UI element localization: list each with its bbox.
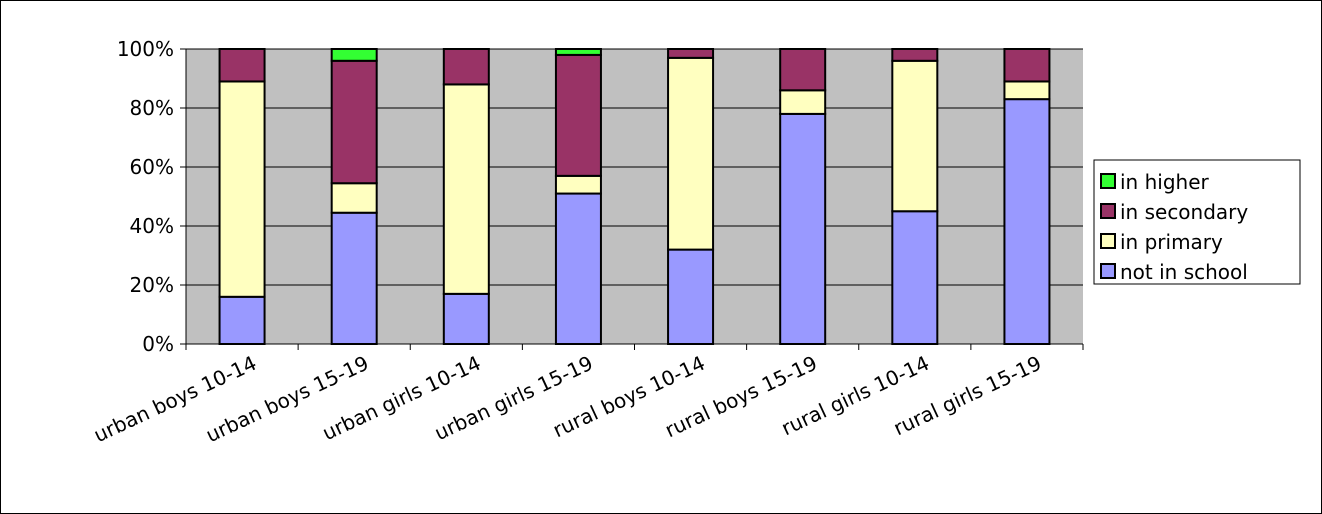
bar-segment-in-secondary xyxy=(779,48,827,92)
legend-box xyxy=(1093,159,1301,285)
bar-segment-in-higher xyxy=(330,48,378,62)
y-tick-label: 40% xyxy=(130,214,174,238)
bar-segment-not-in-school xyxy=(1003,98,1051,346)
bar-segment-in-secondary xyxy=(442,48,490,86)
bar-segment-in-primary xyxy=(779,89,827,115)
bar-segment-in-higher xyxy=(554,48,602,56)
bar-segment-in-secondary xyxy=(330,59,378,185)
legend-label-in-secondary: in secondary xyxy=(1120,200,1248,224)
legend-label-not-in-school: not in school xyxy=(1120,260,1248,284)
legend-swatch-in-secondary xyxy=(1100,203,1116,219)
legend-label-in-primary: in primary xyxy=(1120,230,1223,254)
bar-segment-not-in-school xyxy=(779,112,827,346)
legend-swatch-not-in-school xyxy=(1100,263,1116,279)
bar-segment-in-secondary xyxy=(554,53,602,177)
legend-swatch-in-higher xyxy=(1100,173,1116,189)
bar-segment-in-primary xyxy=(1003,80,1051,101)
legend-label-in-higher: in higher xyxy=(1120,170,1209,194)
bar-segment-not-in-school xyxy=(330,211,378,345)
bar-segment-not-in-school xyxy=(218,295,266,345)
bar-segment-not-in-school xyxy=(442,292,490,346)
y-tick-label: 100% xyxy=(117,37,174,61)
legend-swatch-in-primary xyxy=(1100,233,1116,249)
bar-segment-in-primary xyxy=(330,182,378,214)
bar-segment-not-in-school xyxy=(667,248,715,346)
bar-segment-not-in-school xyxy=(891,210,939,345)
y-tick-label: 20% xyxy=(130,273,174,297)
bar-segment-in-secondary xyxy=(218,48,266,83)
y-tick-label: 0% xyxy=(142,332,174,356)
bar-segment-in-primary xyxy=(667,56,715,251)
y-tick-label: 80% xyxy=(130,96,174,120)
bars xyxy=(218,48,1051,346)
bar-segment-not-in-school xyxy=(554,192,602,345)
plot-area xyxy=(186,49,1083,344)
bar-segment-in-secondary xyxy=(1003,48,1051,83)
bar-segment-in-primary xyxy=(554,174,602,195)
bar-segment-in-primary xyxy=(442,83,490,295)
bar-segment-in-secondary xyxy=(667,48,715,59)
legend: in higher in secondary in primary not in sc… xyxy=(1093,159,1301,285)
bar-segment-in-secondary xyxy=(891,48,939,62)
y-tick-label: 60% xyxy=(130,155,174,179)
bar-segment-in-primary xyxy=(218,80,266,298)
bar-segment-in-primary xyxy=(891,59,939,213)
